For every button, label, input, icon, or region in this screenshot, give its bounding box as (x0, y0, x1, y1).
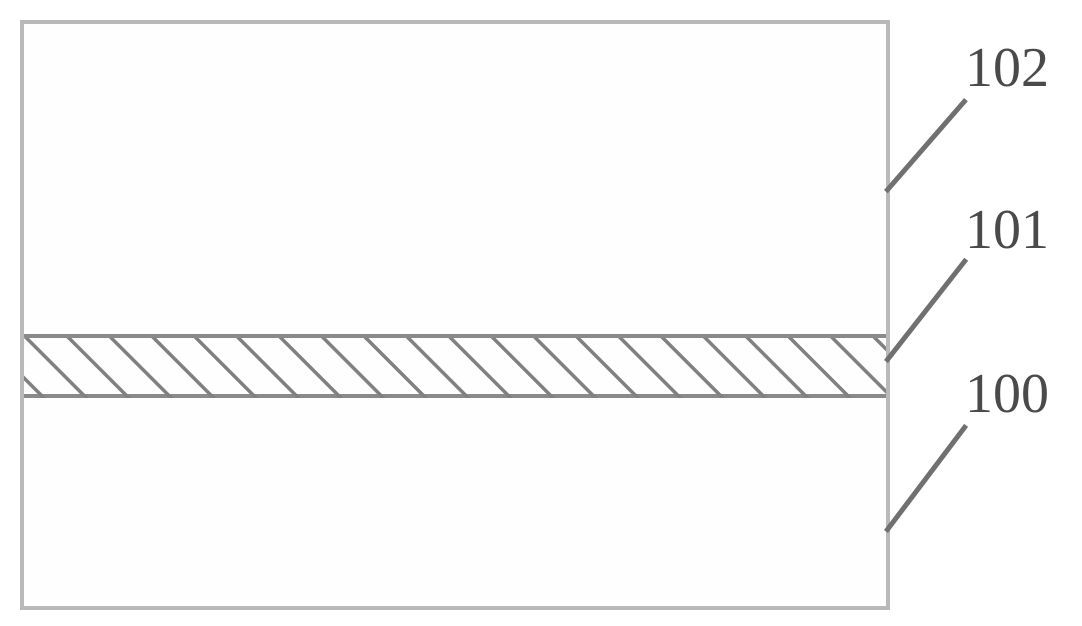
leader-line-100 (884, 424, 968, 533)
layer-top (24, 24, 886, 334)
leader-line-101 (884, 258, 968, 363)
label-102: 102 (965, 36, 1049, 100)
layer-bottom (24, 398, 886, 606)
layer-middle (24, 334, 886, 398)
label-101: 101 (965, 198, 1049, 262)
leader-line-102 (884, 98, 968, 193)
hatch-pattern (24, 338, 886, 402)
label-100: 100 (965, 362, 1049, 426)
diagram-canvas: 102 101 100 (0, 0, 1082, 626)
